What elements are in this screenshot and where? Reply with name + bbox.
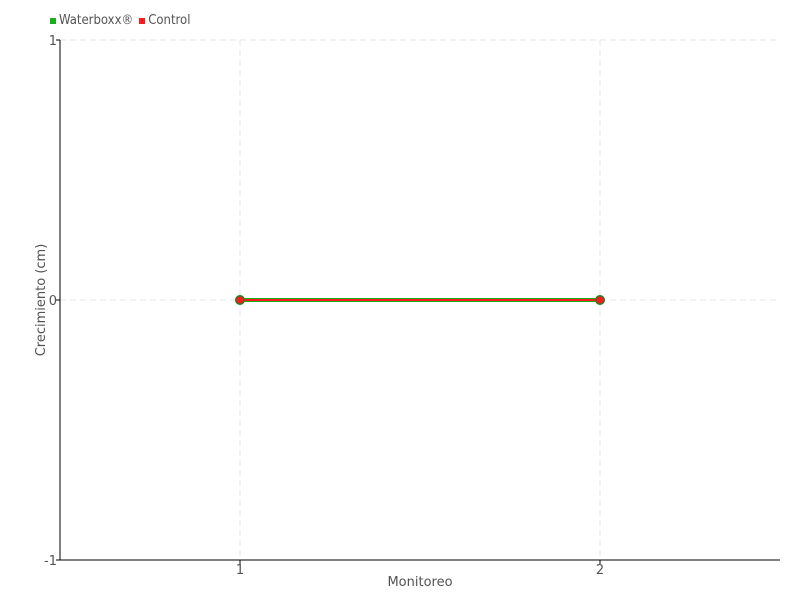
y-tick-label: -1: [44, 554, 57, 569]
legend-label: Waterboxx®: [59, 13, 134, 28]
x-tick-label: 1: [236, 563, 244, 578]
x-tick-label: 2: [596, 563, 604, 578]
x-axis-label: Monitoreo: [387, 575, 452, 590]
data-point: [236, 296, 244, 304]
legend-swatch: [139, 17, 146, 24]
y-tick-label: 0: [49, 294, 57, 309]
legend-swatch: [50, 17, 56, 24]
y-tick-label: 1: [49, 34, 57, 49]
data-point: [596, 296, 604, 304]
legend-item-control[interactable]: Control: [139, 13, 190, 28]
legend: Waterboxx® Control: [50, 13, 190, 28]
y-axis-label: Crecimiento (cm): [34, 244, 49, 357]
legend-item-waterboxx[interactable]: Waterboxx®: [50, 13, 133, 28]
legend-label: Control: [148, 13, 191, 28]
